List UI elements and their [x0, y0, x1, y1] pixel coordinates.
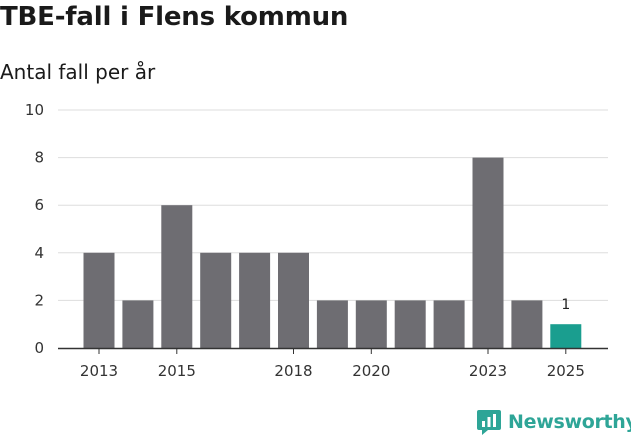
- y-tick-label: 10: [25, 101, 44, 119]
- y-tick-label: 2: [34, 291, 44, 309]
- bar: [472, 157, 504, 348]
- bar: [550, 324, 582, 348]
- x-tick-label: 2015: [158, 362, 196, 380]
- bar: [278, 252, 309, 348]
- bar: [511, 300, 543, 348]
- bar: [200, 252, 232, 348]
- y-tick-label: 4: [34, 244, 44, 262]
- bar: [161, 205, 193, 348]
- x-tick-label: 2025: [547, 362, 585, 380]
- data-label: 1: [561, 297, 570, 313]
- bar: [83, 252, 115, 348]
- x-tick-label: 2023: [469, 362, 507, 380]
- bar: [394, 300, 426, 348]
- bar: [355, 300, 387, 348]
- chart-subtitle: Antal fall per år: [0, 60, 156, 84]
- x-tick-label: 2020: [352, 362, 390, 380]
- y-tick-label: 0: [34, 339, 44, 357]
- bar: [433, 300, 465, 348]
- bar: [122, 300, 154, 348]
- newsworthy-logo[interactable]: Newsworthy: [476, 408, 631, 436]
- logo-text: Newsworthy: [508, 411, 631, 433]
- y-tick-label: 8: [34, 149, 44, 167]
- chart-badge-icon: [477, 410, 501, 435]
- x-tick-label: 2013: [80, 362, 118, 380]
- y-tick-label: 6: [34, 196, 44, 214]
- bar: [316, 300, 348, 348]
- bar: [239, 252, 271, 348]
- chart-title: TBE-fall i Flens kommun: [0, 2, 349, 32]
- x-tick-label: 2018: [274, 362, 312, 380]
